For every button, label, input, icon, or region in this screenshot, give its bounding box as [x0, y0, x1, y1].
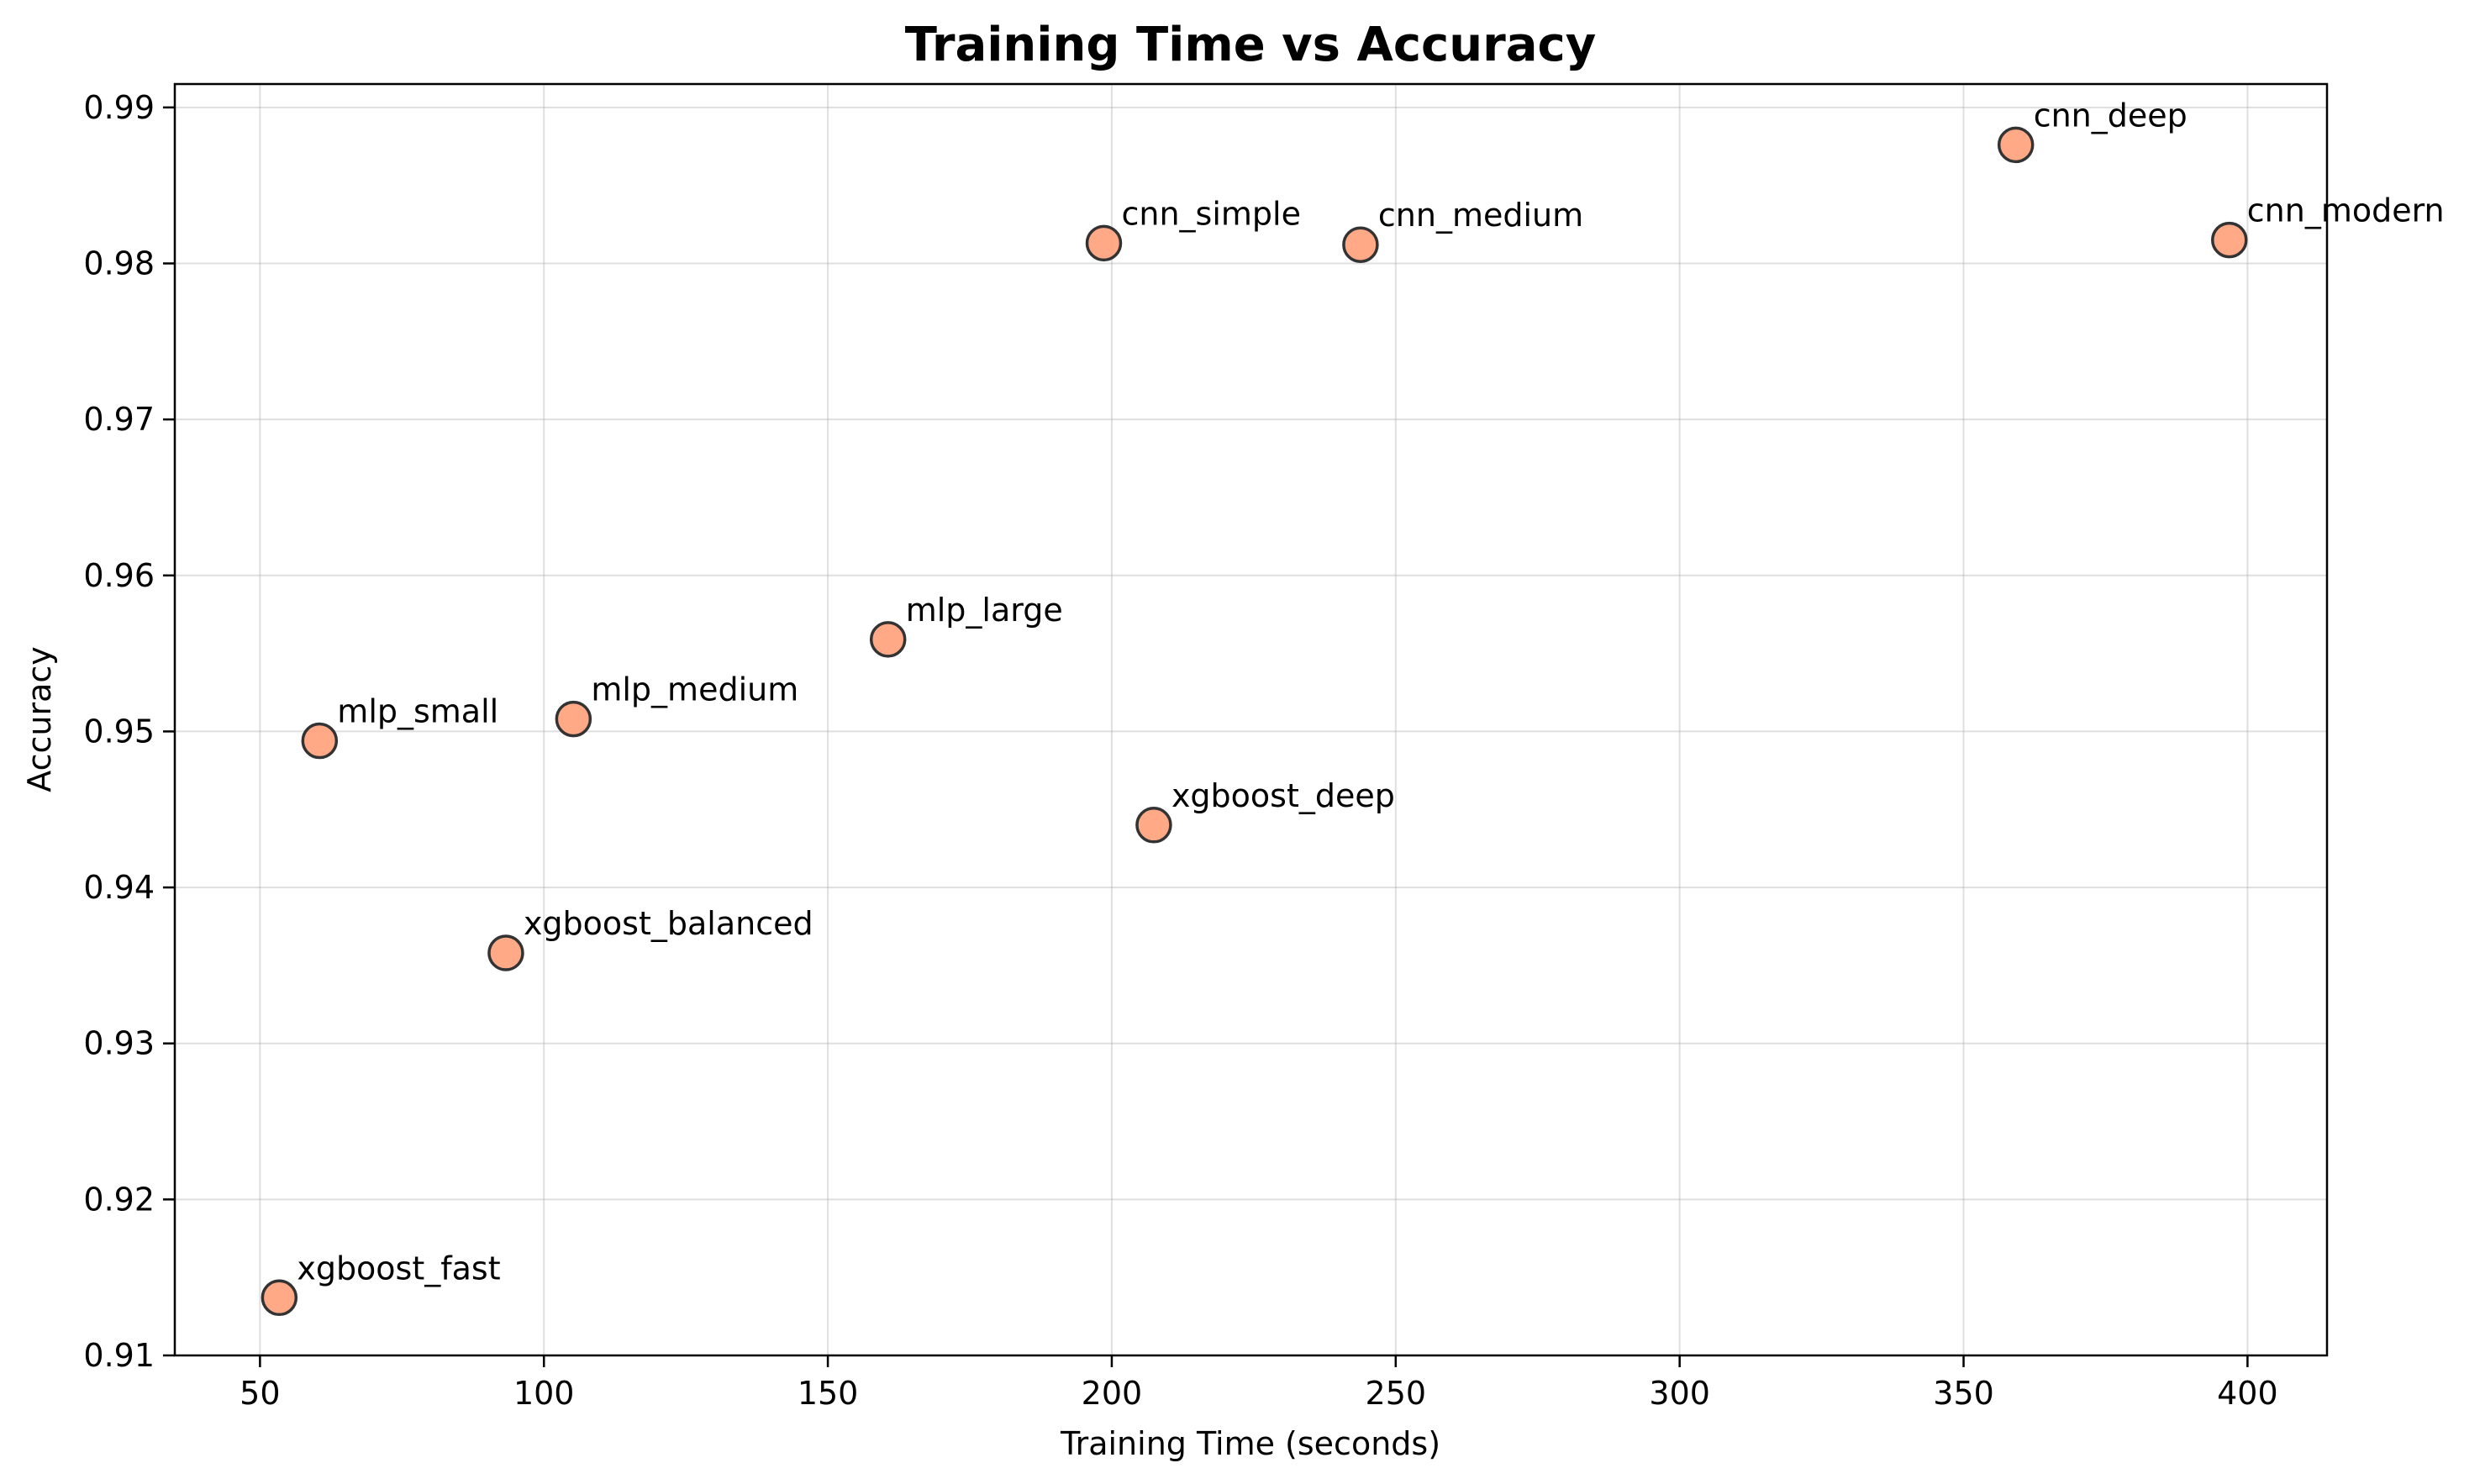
point-label-mlp_large: mlp_large	[906, 592, 1063, 629]
point-label-xgboost_balanced: xgboost_balanced	[524, 905, 813, 942]
y-tick-label: 0.98	[83, 245, 155, 282]
x-tick-label: 150	[798, 1375, 859, 1412]
point-labels: xgboost_fast mlp_small xgboost_balanced mlp…	[297, 97, 2444, 1287]
scatter-point-mlp_medium	[555, 700, 592, 738]
x-tick-label: 50	[240, 1375, 280, 1412]
y-tick-label: 0.99	[83, 89, 155, 126]
y-tick-label: 0.92	[83, 1181, 155, 1218]
x-tick-label: 400	[2217, 1375, 2278, 1412]
data-points	[261, 126, 2248, 1317]
y-axis-label: Accuracy	[21, 646, 58, 792]
scatter-point-cnn_medium	[1342, 226, 1379, 263]
scatter-point-xgboost_balanced	[487, 934, 524, 971]
scatter-point-mlp_small	[301, 722, 339, 760]
point-label-mlp_small: mlp_small	[337, 693, 498, 730]
y-tick-label: 0.93	[83, 1025, 155, 1062]
point-label-xgboost_deep: xgboost_deep	[1171, 777, 1395, 814]
point-label-xgboost_fast: xgboost_fast	[297, 1250, 500, 1287]
y-tick-label: 0.95	[83, 713, 155, 750]
y-tick-label: 0.91	[83, 1337, 155, 1374]
point-label-cnn_simple: cnn_simple	[1121, 195, 1301, 232]
x-tick-label: 100	[513, 1375, 575, 1412]
y-tick-label: 0.96	[83, 557, 155, 594]
x-tick-label: 300	[1649, 1375, 1710, 1412]
point-label-cnn_modern: cnn_modern	[2247, 192, 2445, 229]
scatter-point-xgboost_fast	[261, 1279, 298, 1317]
scatter-point-xgboost_deep	[1135, 807, 1172, 844]
scatter-point-cnn_deep	[1997, 126, 2035, 164]
y-tick-label: 0.94	[83, 869, 155, 906]
point-label-mlp_medium: mlp_medium	[591, 671, 798, 708]
x-tick-label: 250	[1366, 1375, 1427, 1412]
point-label-cnn_medium: cnn_medium	[1378, 197, 1583, 234]
axis-ticks: 50 100 150 200 250 300 350 400 0.91 0.92 0.93 0.94 0…	[83, 89, 2277, 1412]
plot-frame	[173, 82, 2329, 1357]
chart-title: Training Time vs Accuracy	[905, 18, 1596, 72]
y-tick-label: 0.97	[83, 401, 155, 438]
x-tick-label: 350	[1933, 1375, 1994, 1412]
point-label-cnn_deep: cnn_deep	[2034, 97, 2188, 134]
x-tick-label: 200	[1082, 1375, 1143, 1412]
x-axis-label: Training Time (seconds)	[1060, 1425, 1440, 1462]
scatter-point-cnn_modern	[2211, 221, 2248, 259]
scatter-point-mlp_large	[869, 621, 907, 658]
scatter-point-cnn_simple	[1085, 224, 1123, 262]
